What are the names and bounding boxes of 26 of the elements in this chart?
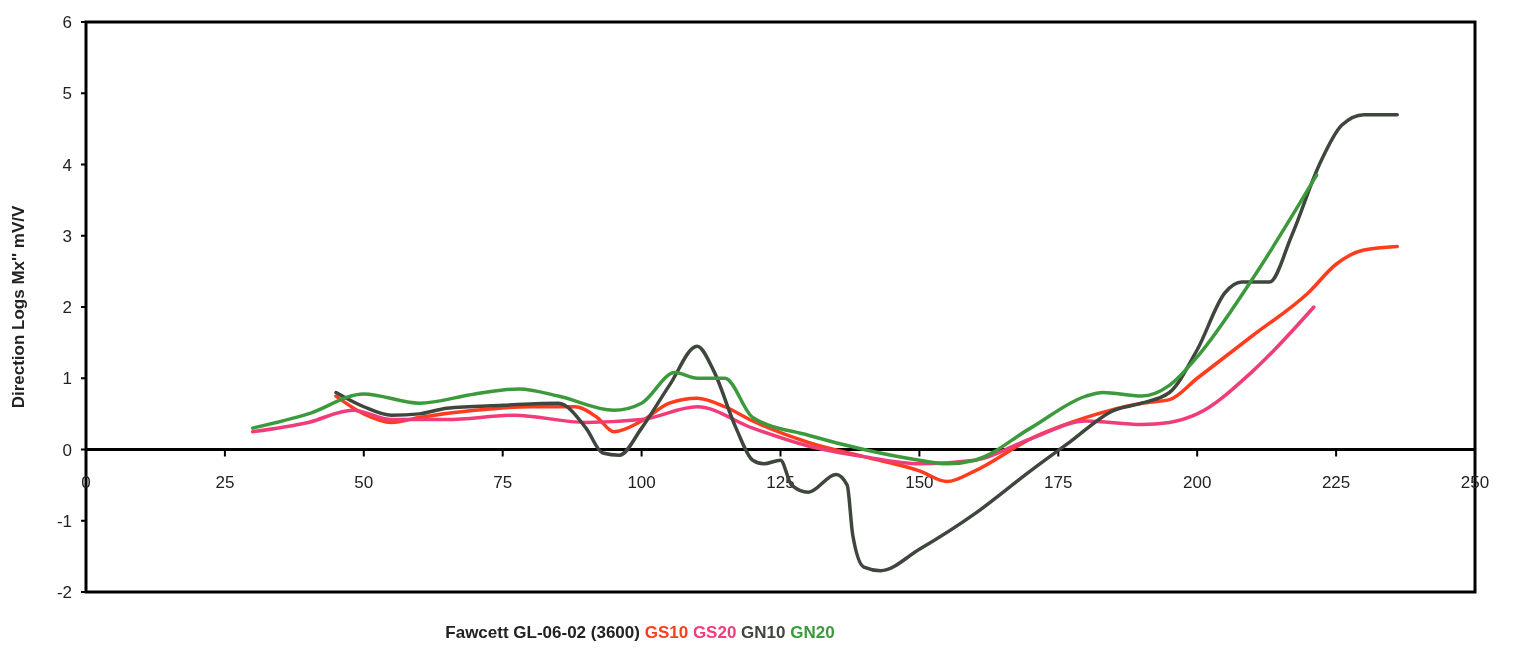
y-tick-label: 2 <box>62 298 72 317</box>
x-tick-label: 75 <box>493 472 513 492</box>
x-tick-label: 100 <box>627 472 656 492</box>
y-tick-label: 0 <box>62 440 72 460</box>
text: GS10 <box>644 623 689 642</box>
line-series <box>334 112 1399 573</box>
y-tick-label: 6 <box>62 13 72 32</box>
y-tick-label: 3 <box>62 226 72 246</box>
text: GN20 <box>790 623 835 642</box>
x-tick-label: 50 <box>354 472 374 492</box>
x-axis-title: Fawcett GL-06-02 (3600) <box>445 623 645 642</box>
y-tick-label: 4 <box>62 155 72 175</box>
x-tick-label: 25 <box>215 472 235 492</box>
text: GS20 <box>692 623 737 642</box>
x-tick-label: 150 <box>905 472 934 492</box>
line-series <box>250 173 1319 466</box>
y-tick-label: 1 <box>62 369 72 389</box>
x-tick-label: 225 <box>1321 472 1351 492</box>
line-series <box>250 305 1316 466</box>
y-tick-label: 5 <box>62 84 72 104</box>
y-axis-title: Direction Logs Mx'' mV/V <box>9 205 28 409</box>
y-tick-label: -2 <box>56 583 72 602</box>
text: GN10 <box>741 623 786 642</box>
y-tick-label: -1 <box>56 511 72 531</box>
x-tick-label: 200 <box>1183 472 1212 492</box>
x-tick-label: 175 <box>1044 472 1073 492</box>
